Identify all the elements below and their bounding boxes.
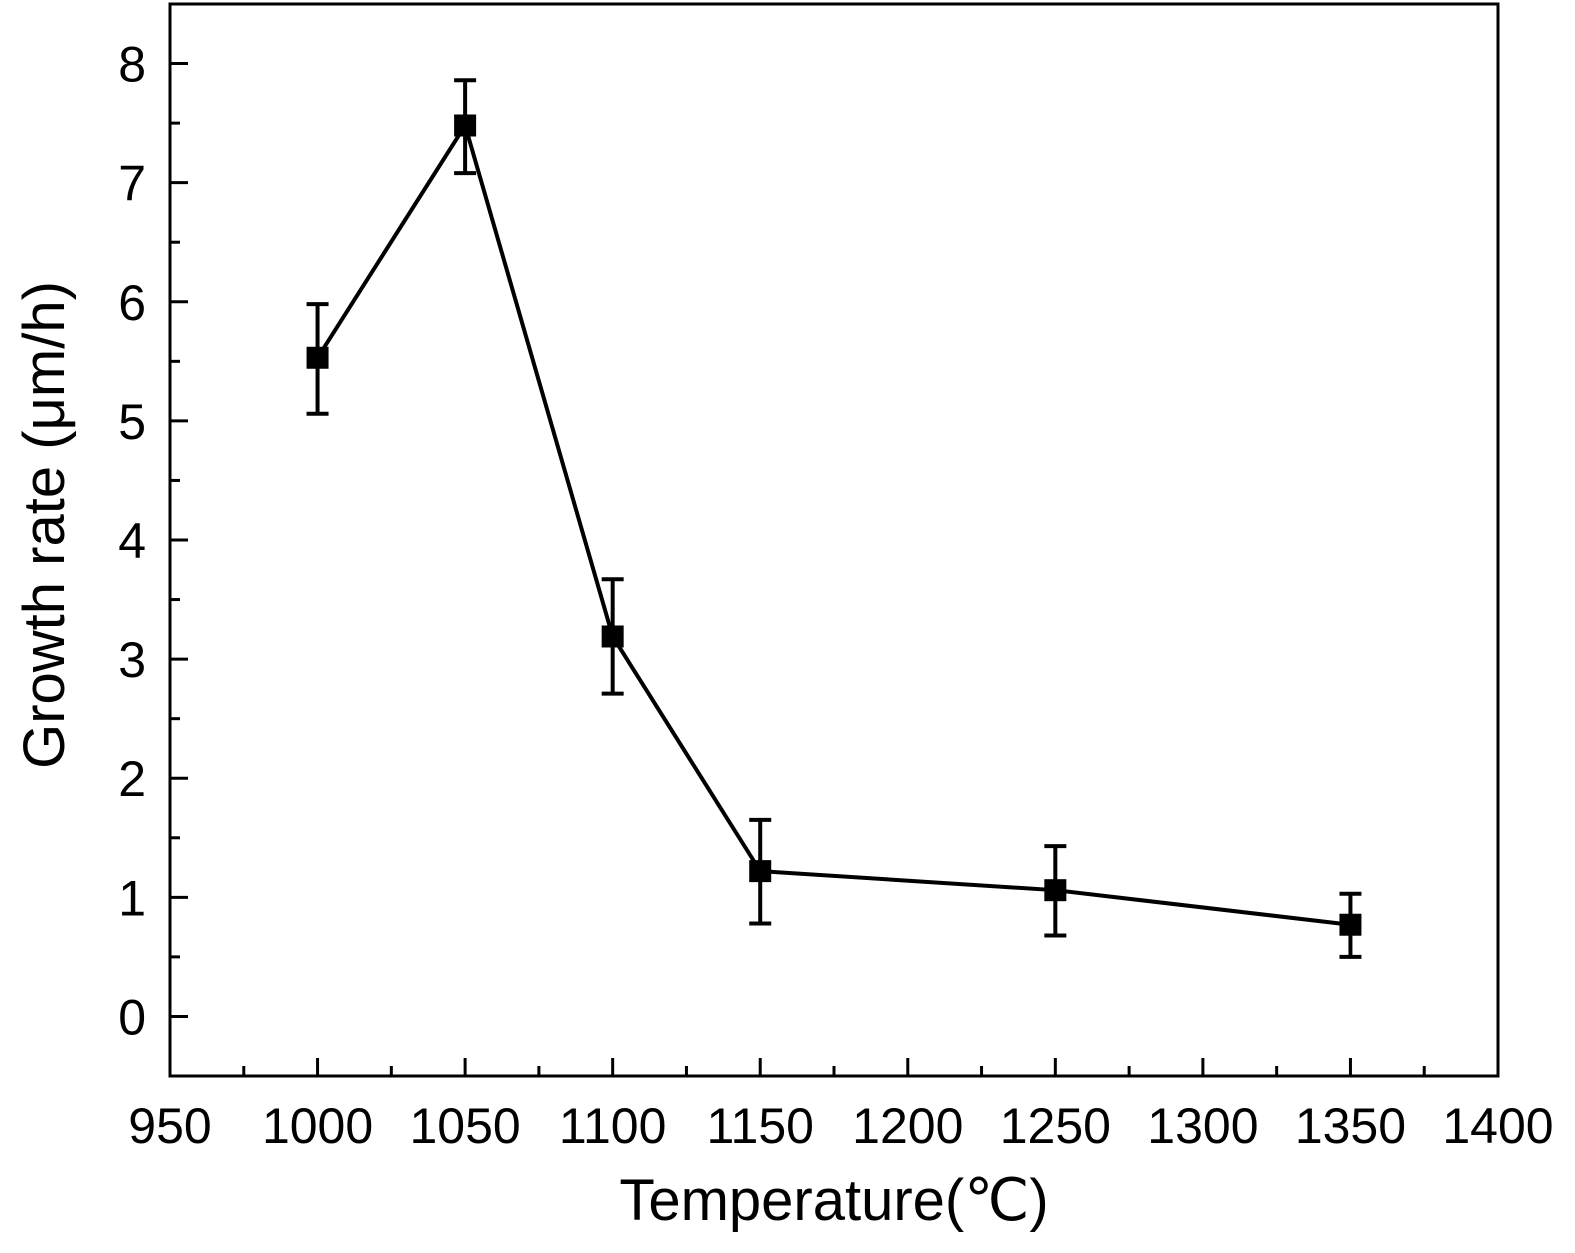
data-point — [1044, 879, 1067, 902]
axis-ticks — [168, 2, 1500, 1078]
x-tick-label: 1000 — [262, 1098, 373, 1154]
data-point — [454, 114, 477, 137]
tick-labels: 950 1000 1050 1100 1150 1200 1250 1300 1350 1400 0… — [118, 37, 1553, 1154]
y-tick-label: 2 — [118, 751, 146, 807]
x-tick-label: 1350 — [1295, 1098, 1406, 1154]
y-tick-label: 5 — [118, 394, 146, 450]
series-line — [315, 120, 1351, 927]
x-tick-label: 1250 — [1000, 1098, 1111, 1154]
data-point — [749, 860, 772, 883]
x-tick-label: 1400 — [1442, 1098, 1553, 1154]
data-point — [601, 625, 624, 648]
x-axis-title: Temperature(℃) — [619, 1168, 1048, 1233]
y-tick-label: 8 — [118, 37, 146, 93]
y-tick-label: 3 — [118, 632, 146, 688]
x-tick-label: 1100 — [559, 1098, 667, 1154]
x-tick-label: 1200 — [852, 1098, 963, 1154]
plot-frame — [168, 2, 1500, 1078]
y-axis-title: Growth rate (μm/h) — [12, 281, 77, 769]
x-tick-label: 950 — [128, 1098, 211, 1154]
x-tick-label: 1150 — [706, 1098, 814, 1154]
y-tick-label: 6 — [118, 275, 146, 331]
y-tick-label: 1 — [118, 870, 146, 926]
x-tick-label: 1300 — [1147, 1098, 1258, 1154]
x-tick-label: 1050 — [409, 1098, 520, 1154]
y-tick-label: 7 — [118, 156, 146, 212]
y-tick-label: 4 — [118, 513, 146, 569]
data-point — [306, 346, 329, 369]
data-point — [1339, 913, 1362, 936]
y-tick-label: 0 — [118, 989, 146, 1045]
data-series — [306, 78, 1362, 959]
